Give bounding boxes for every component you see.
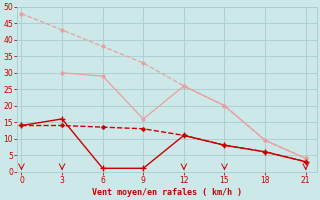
X-axis label: Vent moyen/en rafales ( km/h ): Vent moyen/en rafales ( km/h ) bbox=[92, 188, 242, 197]
